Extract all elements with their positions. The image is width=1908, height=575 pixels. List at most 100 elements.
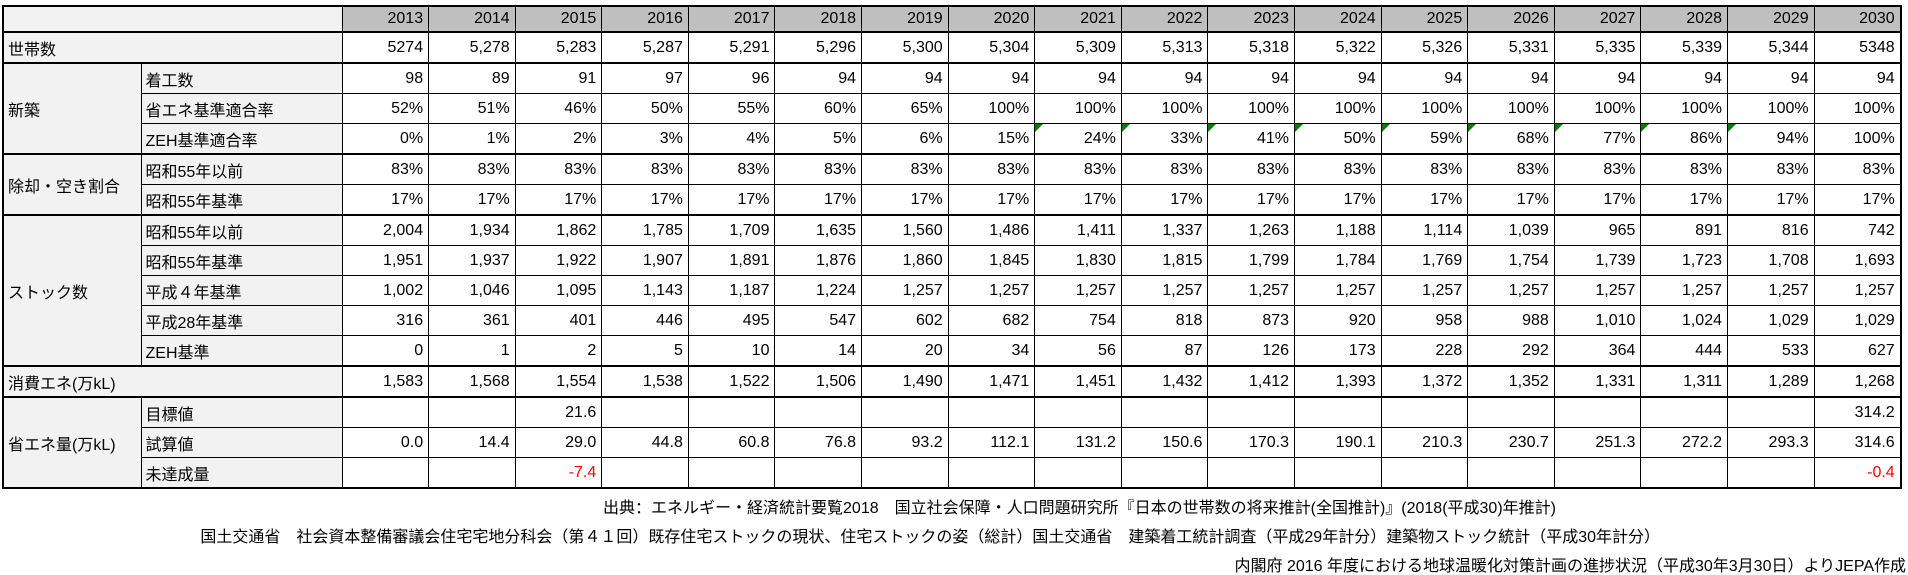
value-cell: 1,257	[1727, 275, 1815, 306]
value-cell: 94	[861, 62, 949, 94]
value-cell: 56	[1034, 335, 1122, 367]
sub-label: 省エネ基準適合率	[140, 93, 343, 124]
value-cell: 51%	[428, 93, 516, 124]
table-row: ストック数 昭和55年以前 2,004 1,934 1,862 1,785 1,709 1,6…	[2, 214, 1902, 367]
year-header-cell: 2029	[1727, 5, 1815, 33]
value-cell	[861, 457, 949, 489]
value-cell: 131.2	[1034, 427, 1122, 458]
value-cell: 1,937	[428, 245, 516, 276]
value-cell: 96	[687, 62, 776, 94]
group-label: 新築	[2, 62, 142, 155]
value-cell: 91	[514, 62, 603, 94]
value-cell: 1,709	[687, 214, 776, 246]
value-cell	[947, 457, 1036, 489]
value-cell: 93.2	[861, 427, 949, 458]
value-cell: 6%	[861, 123, 949, 155]
year-header-cell: 2027	[1553, 5, 1642, 33]
formula-warning-triangle-icon	[1468, 124, 1477, 132]
value-cell	[1207, 457, 1296, 489]
year-header-cell: 2015	[514, 5, 603, 33]
value-cell: 1,029	[1813, 305, 1902, 336]
value-cell: 83%	[1813, 153, 1902, 185]
table-row: 世帯数 5274 5,278 5,283 5,287 5,291 5,296 5,300 5,3…	[2, 31, 1902, 64]
value-cell: 316	[341, 305, 430, 336]
value-cell: 89	[428, 62, 516, 94]
table-row: 除却・空き割合 昭和55年以前 83% 83% 83% 83% 83% 83% 83% 83% 83…	[2, 153, 1902, 216]
value-cell: 210.3	[1380, 427, 1469, 458]
value-cell	[687, 457, 776, 489]
value-cell: 173	[1294, 335, 1382, 367]
value-cell: 1	[428, 335, 516, 367]
value-cell	[428, 457, 516, 489]
sub-label: 昭和55年基準	[140, 184, 343, 216]
value-cell: 68%	[1467, 123, 1555, 155]
value-cell: 1,411	[1034, 214, 1122, 246]
formula-warning-triangle-icon	[1555, 124, 1563, 132]
value-cell: 1,337	[1120, 214, 1209, 246]
value-cell: 17%	[514, 184, 603, 216]
value-cell: 50%	[1294, 123, 1382, 155]
sub-label: 平成４年基準	[140, 275, 343, 306]
value-cell: 1,257	[1294, 275, 1382, 306]
value-cell: 94	[1727, 62, 1815, 94]
value-cell: 364	[1553, 335, 1642, 367]
value-cell: 150.6	[1120, 427, 1209, 458]
value-cell: 446	[601, 305, 689, 336]
value-cell: 97	[601, 62, 689, 94]
value-cell: 272.2	[1640, 427, 1728, 458]
table-row: 試算値 0.0 14.4 29.0 44.8 60.8 76.8 93.2 112.1 131.2…	[3, 427, 1902, 458]
value-cell: 314.6	[1813, 427, 1902, 458]
value-cell	[774, 396, 863, 428]
value-cell: 5348	[1813, 31, 1902, 64]
value-cell: 65%	[861, 93, 949, 124]
table-row: 昭和55年基準 1,951 1,937 1,922 1,907 1,891 1,876 1,8…	[3, 245, 1902, 276]
value-cell: 100%	[1034, 93, 1122, 124]
value-cell: 1,862	[514, 214, 603, 246]
value-cell: 2%	[514, 123, 603, 155]
value-cell: 17%	[774, 184, 863, 216]
value-cell: 100%	[1640, 93, 1728, 124]
value-cell: 1,554	[514, 365, 603, 398]
table-row: ZEH基準適合率 0% 1% 2% 3% 4% 5% 6% 15% 24% 33% 41% 50% 59%…	[3, 123, 1902, 155]
value-cell	[774, 457, 863, 489]
value-cell: 24%	[1034, 123, 1122, 155]
value-cell: 5,318	[1207, 31, 1296, 64]
year-header-cell: 2016	[601, 5, 689, 33]
value-cell	[1467, 457, 1555, 489]
value-cell: 52%	[341, 93, 430, 124]
value-cell	[1207, 396, 1296, 428]
value-cell: 1,799	[1207, 245, 1296, 276]
formula-warning-triangle-icon	[1728, 124, 1736, 132]
value-cell: 627	[1813, 335, 1902, 367]
value-cell: 1,257	[947, 275, 1036, 306]
value-cell: 14.4	[428, 427, 516, 458]
group-label: 省エネ量(万kL)	[2, 396, 142, 489]
value-cell: 5,278	[428, 31, 516, 64]
value-cell: 83%	[1380, 153, 1469, 185]
value-cell	[1294, 457, 1382, 489]
value-cell	[1380, 457, 1469, 489]
value-cell: 1,024	[1640, 305, 1728, 336]
value-cell: 94	[1813, 62, 1902, 94]
value-cell: 94	[1380, 62, 1469, 94]
value-cell: 94	[1467, 62, 1555, 94]
table-row: 平成28年基準 316 361 401 446 495 547 602 682 754 818 873…	[3, 305, 1902, 336]
value-cell	[1553, 396, 1642, 428]
value-cell: 602	[861, 305, 949, 336]
value-cell: 5,291	[687, 31, 776, 64]
value-cell: 100%	[1294, 93, 1382, 124]
value-cell: 17%	[1120, 184, 1209, 216]
year-header-cell: 2021	[1034, 5, 1122, 33]
source-line-2: 国土交通省 社会資本整備審議会住宅宅地分科会（第４１回）既存住宅ストックの現状、…	[200, 529, 1660, 546]
value-cell: 682	[947, 305, 1036, 336]
year-header-cell: 2025	[1380, 5, 1469, 33]
value-cell: 83%	[1640, 153, 1728, 185]
value-cell: 5,322	[1294, 31, 1382, 64]
value-cell	[861, 396, 949, 428]
value-cell: 15%	[947, 123, 1036, 155]
value-cell	[687, 396, 776, 428]
value-cell: 17%	[341, 184, 430, 216]
value-cell	[1467, 396, 1555, 428]
value-cell: 17%	[1640, 184, 1728, 216]
value-cell: 17%	[1553, 184, 1642, 216]
